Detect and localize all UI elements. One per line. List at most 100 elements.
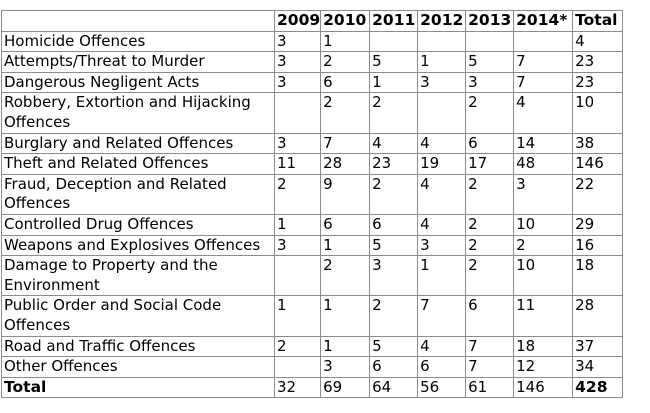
column-total-cell: 146	[513, 376, 574, 399]
value-cell: 1	[320, 234, 371, 257]
value-cell: 5	[369, 335, 419, 358]
header-cell-total: Total	[572, 10, 624, 32]
value-cell: 17	[465, 153, 515, 175]
value-cell: 4	[417, 132, 467, 155]
value-cell: 48	[513, 153, 574, 175]
value-cell	[513, 30, 574, 53]
value-cell	[417, 30, 467, 53]
row-total-cell: 16	[572, 234, 624, 257]
value-cell: 2	[320, 255, 371, 297]
row-label: Fraud, Deception and Related Offences	[1, 173, 275, 215]
value-cell: 4	[417, 213, 467, 236]
offences-table: 2009 2010 2011 2012 2013 2014* Total Hom…	[1, 10, 624, 399]
value-cell: 1	[320, 30, 371, 53]
value-cell: 5	[465, 51, 515, 73]
value-cell: 2	[465, 213, 515, 236]
value-cell: 1	[273, 213, 322, 236]
row-label: Theft and Related Offences	[1, 153, 275, 175]
table-row: Weapons and Explosives Offences 3 1 5 3 2 2 16	[1, 234, 624, 257]
value-cell: 2	[465, 255, 515, 297]
value-cell: 4	[417, 335, 467, 358]
value-cell: 4	[369, 132, 419, 155]
row-total-cell: 23	[572, 51, 624, 73]
row-label: Dangerous Negligent Acts	[1, 71, 275, 94]
value-cell: 1	[417, 255, 467, 297]
row-total-cell: 23	[572, 71, 624, 94]
table-row: Homicide Offences 3 1 4	[1, 30, 624, 53]
value-cell: 2	[273, 335, 322, 358]
value-cell: 1	[417, 51, 467, 73]
column-total-cell: 32	[273, 376, 322, 399]
value-cell: 2	[465, 234, 515, 257]
value-cell: 3	[273, 71, 322, 94]
row-label: Controlled Drug Offences	[1, 213, 275, 236]
table-row: Controlled Drug Offences 1 6 6 4 2 10 29	[1, 213, 624, 236]
value-cell: 1	[320, 295, 371, 337]
row-label: Road and Traffic Offences	[1, 335, 275, 358]
value-cell: 5	[369, 234, 419, 257]
value-cell: 3	[273, 30, 322, 53]
value-cell: 1	[320, 335, 371, 358]
value-cell	[273, 356, 322, 378]
value-cell: 3	[369, 255, 419, 297]
table-row: Damage to Property and the Environment 2 3…	[1, 255, 624, 297]
table-row: Fraud, Deception and Related Offences 2 9 2…	[1, 173, 624, 215]
value-cell: 23	[369, 153, 419, 175]
value-cell: 9	[320, 173, 371, 215]
row-total-cell: 4	[572, 30, 624, 53]
value-cell: 7	[513, 51, 574, 73]
table-row: Burglary and Related Offences 3 7 4 4 6 14 38	[1, 132, 624, 155]
value-cell: 2	[465, 92, 515, 134]
value-cell: 2	[320, 92, 371, 134]
value-cell: 7	[417, 295, 467, 337]
header-cell-2010: 2010	[320, 10, 371, 32]
value-cell: 3	[273, 132, 322, 155]
value-cell: 3	[417, 71, 467, 94]
value-cell: 7	[320, 132, 371, 155]
value-cell: 6	[417, 356, 467, 378]
value-cell: 3	[417, 234, 467, 257]
row-label: Attempts/Threat to Murder	[1, 51, 275, 73]
row-label: Damage to Property and the Environment	[1, 255, 275, 297]
header-cell-2012: 2012	[417, 10, 467, 32]
value-cell: 10	[513, 213, 574, 236]
value-cell: 18	[513, 335, 574, 358]
value-cell: 7	[513, 71, 574, 94]
value-cell: 6	[320, 213, 371, 236]
value-cell	[273, 255, 322, 297]
value-cell: 6	[465, 295, 515, 337]
value-cell: 11	[513, 295, 574, 337]
row-total-cell: 38	[572, 132, 624, 155]
header-cell-2009: 2009	[273, 10, 322, 32]
value-cell: 6	[465, 132, 515, 155]
value-cell: 1	[273, 295, 322, 337]
table-row: Theft and Related Offences 11 28 23 19 17 48 14…	[1, 153, 624, 175]
column-total-cell: 64	[369, 376, 419, 399]
value-cell: 2	[369, 173, 419, 215]
column-total-cell: 56	[417, 376, 467, 399]
value-cell: 6	[369, 356, 419, 378]
row-total-cell: 34	[572, 356, 624, 378]
table-row: Road and Traffic Offences 2 1 5 4 7 18 37	[1, 335, 624, 358]
table-row: Public Order and Social Code Offences 1 1 2…	[1, 295, 624, 337]
table-row: Attempts/Threat to Murder 3 2 5 1 5 7 23	[1, 51, 624, 73]
row-total-cell: 22	[572, 173, 624, 215]
value-cell: 2	[273, 173, 322, 215]
value-cell	[273, 92, 322, 134]
value-cell: 2	[465, 173, 515, 215]
header-row: 2009 2010 2011 2012 2013 2014* Total	[1, 10, 624, 32]
value-cell	[465, 30, 515, 53]
grand-total-cell: 428	[572, 376, 624, 399]
value-cell: 3	[273, 234, 322, 257]
total-label: Total	[1, 376, 275, 399]
row-total-cell: 37	[572, 335, 624, 358]
value-cell: 2	[369, 92, 419, 134]
value-cell: 14	[513, 132, 574, 155]
table-row: Other Offences 3 6 6 7 12 34	[1, 356, 624, 378]
column-total-cell: 61	[465, 376, 515, 399]
row-label: Other Offences	[1, 356, 275, 378]
value-cell: 2	[513, 234, 574, 257]
row-label: Weapons and Explosives Offences	[1, 234, 275, 257]
header-cell-2014: 2014*	[513, 10, 574, 32]
row-label: Burglary and Related Offences	[1, 132, 275, 155]
